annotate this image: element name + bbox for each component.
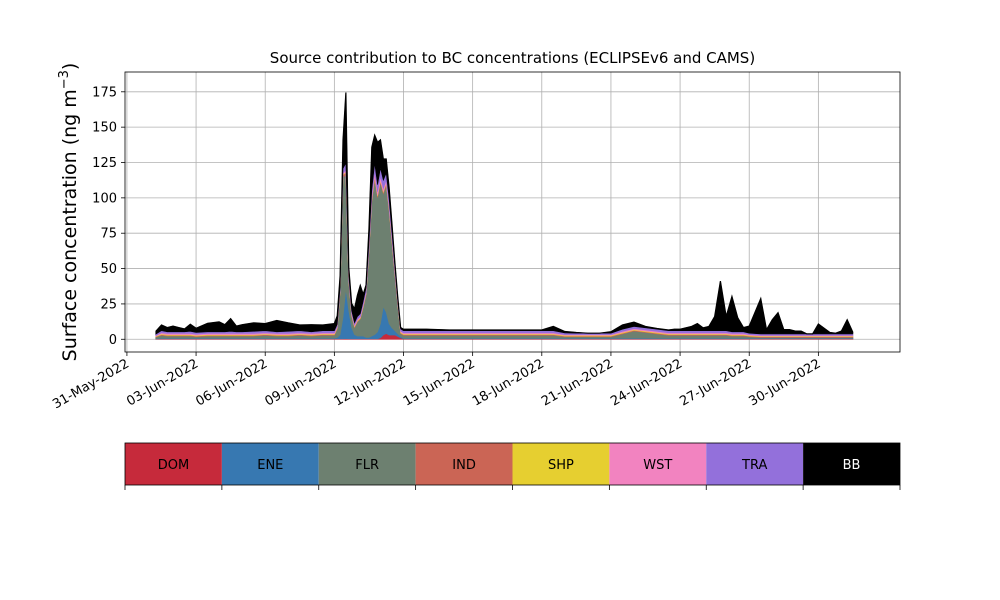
legend-colorbar: DOM ENE FLR IND SHP WST TRA BB — [124, 442, 901, 490]
x-tick-label: 27-Jun-2022 — [677, 356, 754, 409]
y-axis-label-close: ) — [59, 63, 81, 70]
legend-label-shp: SHP — [548, 458, 574, 473]
x-tick-label: 31-May-2022 — [50, 356, 132, 412]
legend-swatch-flr — [318, 443, 416, 485]
legend-swatch-dom — [125, 443, 222, 485]
y-axis-label-exponent: −3 — [57, 70, 72, 89]
y-tick-label: 125 — [92, 156, 117, 171]
chart-title: Source contribution to BC concentrations… — [270, 49, 755, 67]
legend-swatch-tra — [706, 443, 804, 485]
legend-label-dom: DOM — [158, 458, 189, 473]
legend-swatch-shp — [512, 443, 610, 485]
legend-label-bb: BB — [843, 458, 861, 473]
y-tick-label: 175 — [92, 85, 117, 100]
legend-label-ene: ENE — [257, 458, 283, 473]
legend-label-ind: IND — [452, 458, 476, 473]
plot-background — [125, 72, 900, 352]
y-tick-label: 100 — [92, 191, 117, 206]
legend-label-flr: FLR — [355, 458, 379, 473]
total-line — [155, 92, 854, 335]
x-tick-label: 15-Jun-2022 — [401, 356, 478, 409]
plot-frame — [124, 71, 901, 353]
legend-label-wst: WST — [643, 458, 672, 473]
y-tick-label: 75 — [100, 227, 117, 242]
y-axis-label: Surface concentration (ng m−3) — [57, 63, 81, 362]
x-tick-label: 03-Jun-2022 — [124, 356, 201, 409]
y-tick-label: 50 — [100, 262, 117, 277]
y-tick-label: 150 — [92, 121, 117, 136]
legend-swatch-wst — [609, 443, 707, 485]
x-tick-label: 18-Jun-2022 — [470, 356, 547, 409]
x-tick-label: 30-Jun-2022 — [747, 356, 824, 409]
y-tick-label: 0 — [109, 333, 117, 348]
x-tick-label: 09-Jun-2022 — [263, 356, 340, 409]
legend-swatch-ene — [221, 443, 319, 485]
legend-swatch-bb — [803, 443, 900, 485]
plot-area: 0 25 50 75 100 125 150 175 31-May-202203-Jun-202… — [50, 71, 901, 412]
legend-swatch-ind — [415, 443, 513, 485]
y-axis-label-main: Surface concentration (ng m — [59, 89, 81, 361]
legend-label-tra: TRA — [741, 458, 767, 473]
y-tick-label: 25 — [100, 297, 117, 312]
x-tick-label: 24-Jun-2022 — [608, 356, 685, 409]
x-tick-label: 06-Jun-2022 — [193, 356, 270, 409]
x-tick-label: 12-Jun-2022 — [332, 356, 409, 409]
x-tick-label: 21-Jun-2022 — [539, 356, 616, 409]
